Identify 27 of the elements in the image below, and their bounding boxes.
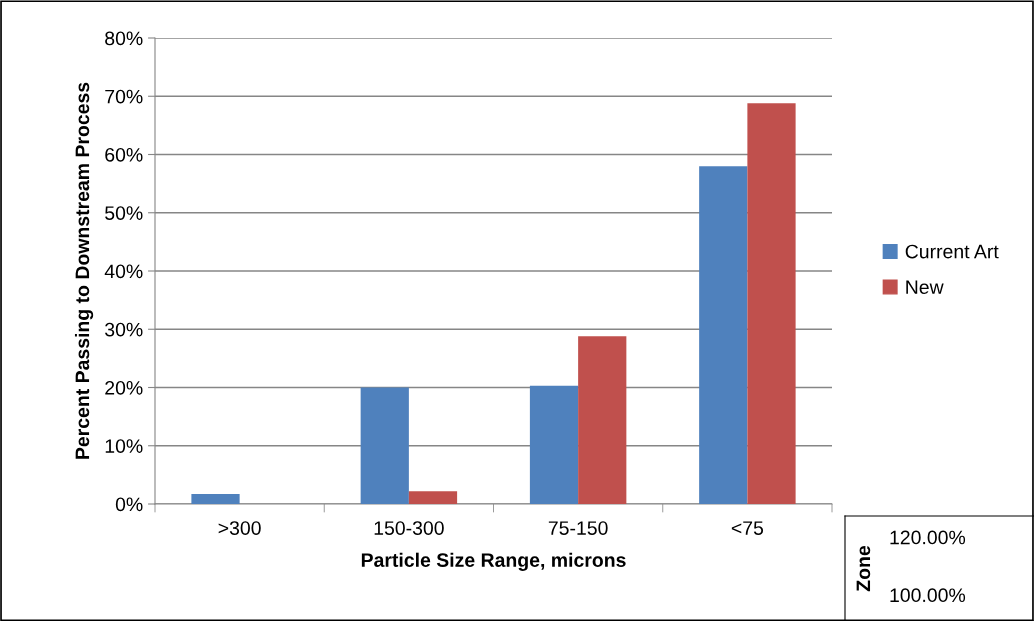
x-tick-label: <75 — [731, 521, 764, 535]
bar — [578, 336, 627, 504]
y-tick-label: 80% — [105, 31, 143, 46]
bar — [529, 385, 579, 504]
legend-label: Current Art — [905, 244, 999, 259]
text: 120.00% — [890, 530, 966, 545]
y-tick-label: 40% — [104, 264, 143, 279]
y-axis-title: Percent Passing to Downstream Process — [74, 82, 94, 459]
y-tick-label: 60% — [105, 147, 143, 162]
x-axis-title: Particle Size Range, microns — [361, 552, 626, 571]
x-tick-label: 75-150 — [548, 521, 608, 535]
bar — [747, 103, 796, 504]
bar — [699, 166, 748, 504]
bar — [408, 491, 458, 504]
x-tick-label: >300 — [218, 521, 261, 535]
y-tick-label: 0% — [115, 497, 143, 512]
x-tick-label: 150-300 — [374, 521, 444, 535]
y-tick-label: 30% — [105, 322, 143, 337]
bar — [360, 387, 409, 504]
bar — [191, 494, 240, 504]
y-tick-label: 70% — [105, 89, 143, 104]
legend-label: New — [906, 280, 944, 295]
y-tick-label: 20% — [105, 380, 143, 395]
y-tick-label: 10% — [105, 439, 143, 453]
text: 100.00% — [890, 588, 966, 603]
y-tick-label: 50% — [105, 206, 143, 220]
text: Zone — [856, 545, 871, 592]
